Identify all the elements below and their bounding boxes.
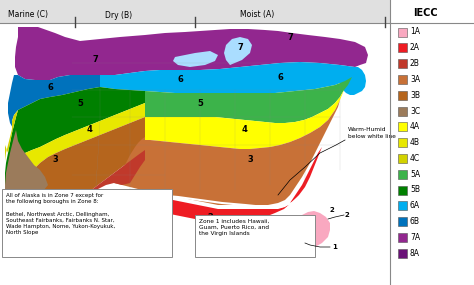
Bar — [398, 186, 407, 194]
Bar — [390, 0, 474, 285]
Text: 8A: 8A — [410, 249, 420, 258]
Text: 2: 2 — [77, 196, 83, 205]
Polygon shape — [224, 37, 252, 65]
Bar — [2, 189, 172, 257]
Bar — [398, 138, 407, 147]
Bar — [195, 215, 315, 257]
Polygon shape — [15, 27, 368, 80]
Text: Zone 1 includes Hawaii,
Guam, Puerto Rico, and
the Virgin Islands: Zone 1 includes Hawaii, Guam, Puerto Ric… — [199, 219, 269, 236]
Text: 5: 5 — [77, 99, 83, 107]
Text: 6: 6 — [177, 76, 183, 84]
Text: 4A: 4A — [410, 122, 420, 131]
Text: 2: 2 — [207, 213, 213, 221]
Bar — [398, 122, 407, 131]
Text: 1A: 1A — [410, 27, 420, 36]
Bar — [398, 170, 407, 179]
Bar — [398, 59, 407, 68]
Bar — [398, 43, 407, 52]
Text: 1: 1 — [292, 234, 298, 240]
Text: IECC: IECC — [413, 8, 438, 18]
Text: 3A: 3A — [410, 75, 420, 84]
Bar — [398, 217, 407, 226]
Bar — [398, 27, 407, 36]
Text: 4: 4 — [87, 125, 93, 135]
Text: 7: 7 — [287, 32, 293, 42]
Polygon shape — [5, 110, 18, 161]
Text: Moist (A): Moist (A) — [240, 11, 274, 19]
Polygon shape — [145, 77, 352, 123]
Polygon shape — [282, 211, 330, 253]
Bar — [398, 233, 407, 242]
Polygon shape — [340, 67, 366, 95]
Polygon shape — [12, 103, 145, 215]
Polygon shape — [145, 90, 344, 149]
Text: 2: 2 — [345, 212, 350, 218]
Polygon shape — [100, 62, 358, 93]
Text: 6: 6 — [47, 82, 53, 91]
Text: Warm-Humid
below white line: Warm-Humid below white line — [348, 127, 396, 139]
Polygon shape — [72, 139, 326, 247]
Text: All of Alaska is in Zone 7 except for
the following boroughs in Zone 8:

Bethel,: All of Alaska is in Zone 7 except for th… — [6, 193, 115, 235]
Text: 6A: 6A — [410, 201, 420, 210]
Text: 5: 5 — [197, 99, 203, 107]
Text: 3: 3 — [52, 156, 58, 164]
Bar — [398, 91, 407, 100]
Text: 7: 7 — [92, 56, 98, 64]
Text: 6: 6 — [277, 72, 283, 82]
Text: 3C: 3C — [410, 107, 420, 115]
Polygon shape — [173, 51, 218, 67]
Text: 1: 1 — [332, 244, 337, 250]
Bar — [398, 249, 407, 258]
Bar — [0, 0, 390, 23]
Polygon shape — [10, 117, 145, 247]
Polygon shape — [114, 100, 340, 205]
Text: 2A: 2A — [410, 43, 420, 52]
Text: 2: 2 — [329, 207, 334, 213]
Bar — [398, 75, 407, 84]
Text: 4B: 4B — [410, 138, 420, 147]
Text: 3: 3 — [247, 156, 253, 164]
Text: 7: 7 — [237, 42, 243, 52]
Text: 3B: 3B — [410, 91, 420, 100]
Text: 4: 4 — [242, 125, 248, 135]
Text: 2B: 2B — [410, 59, 420, 68]
Text: 7A: 7A — [410, 233, 420, 242]
Polygon shape — [5, 87, 145, 217]
Bar — [398, 154, 407, 163]
Text: 4C: 4C — [410, 154, 420, 163]
Polygon shape — [44, 150, 145, 247]
Text: 5B: 5B — [410, 186, 420, 194]
Text: 5A: 5A — [410, 170, 420, 179]
Polygon shape — [5, 130, 48, 223]
Polygon shape — [8, 75, 100, 141]
Text: 6B: 6B — [410, 217, 420, 226]
Bar — [398, 107, 407, 115]
Text: Dry (B): Dry (B) — [105, 11, 132, 19]
Bar — [398, 201, 407, 210]
Text: Marine (C): Marine (C) — [8, 11, 48, 19]
